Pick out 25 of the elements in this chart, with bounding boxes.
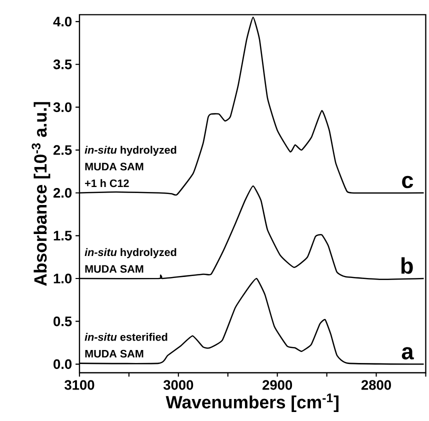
annotation: in-situ hydrolyzed	[84, 146, 176, 156]
y-tick-label: 0.5	[54, 316, 72, 326]
y-axis-title: Absorbance [10$^{-3}$ a.u.]	[32, 102, 50, 286]
annotation: a	[402, 347, 414, 360]
y-tick-label: 3.5	[53, 60, 72, 70]
annotation: in-situ esterified	[84, 333, 168, 341]
y-tick-label: 2.5	[53, 145, 72, 155]
annotation: MUDA SAM	[85, 265, 144, 273]
annotation: +1 h C12	[85, 179, 129, 188]
x-axis-title: Wavenumbers [cm$^{-1}$]	[166, 394, 338, 412]
annotation: b	[401, 257, 413, 274]
x-tick-label: 3000	[163, 380, 194, 390]
annotation: MUDA SAM	[85, 350, 144, 358]
y-tick-label: 0.0	[54, 359, 72, 370]
annotation: MUDA SAM	[85, 162, 144, 171]
annotation: c	[402, 176, 414, 188]
annotation: in-situ hydrolyzed	[84, 248, 176, 258]
y-tick-label: 3.0	[53, 102, 72, 112]
y-tick-label: 1.0	[54, 274, 72, 284]
x-tick-label: 2800	[361, 380, 391, 390]
y-tick-label: 4.0	[53, 16, 72, 27]
y-tick-label: 2.0	[53, 188, 72, 198]
y-tick-label: 1.5	[54, 231, 72, 241]
x-tick-label: 3100	[64, 380, 94, 390]
x-tick-label: 2900	[262, 380, 292, 390]
